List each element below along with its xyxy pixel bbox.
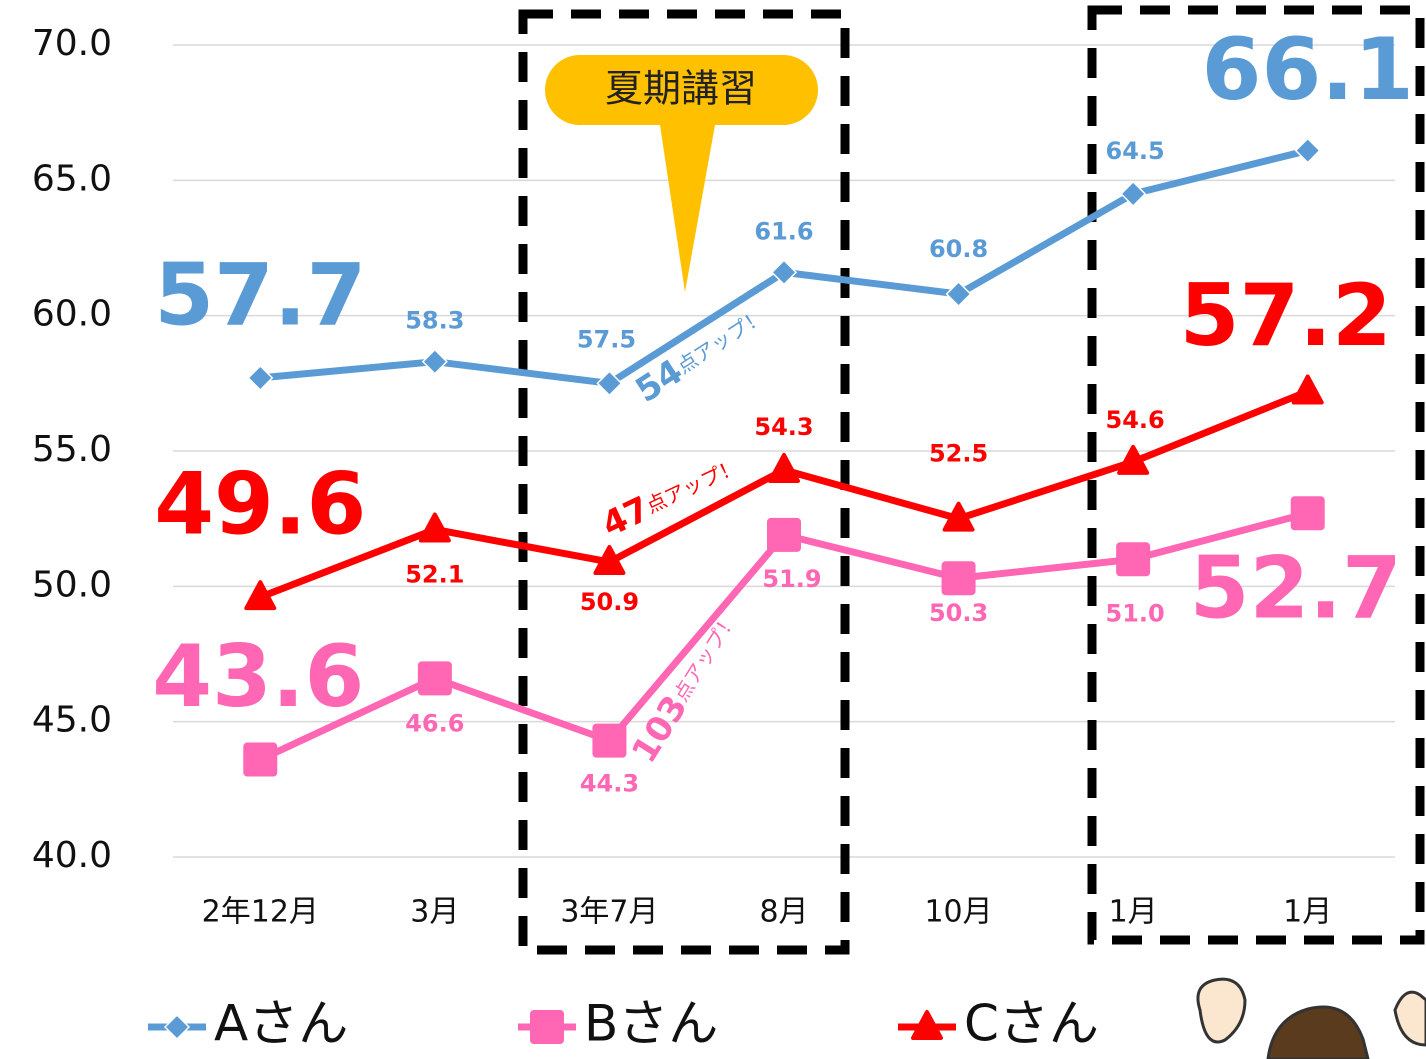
characters xyxy=(1198,979,1426,1059)
y-tick-label: 70.0 xyxy=(32,23,112,64)
annotation-text: 点アップ！ xyxy=(642,454,743,518)
callout-text: 夏期講習 xyxy=(605,67,757,111)
legend-marker xyxy=(165,1015,189,1039)
fist-icon xyxy=(1395,992,1426,1045)
point-marker xyxy=(418,661,452,695)
x-tick-label: 1月 xyxy=(1109,895,1158,930)
y-tick-label: 60.0 xyxy=(32,294,112,335)
hair-icon xyxy=(1268,1007,1368,1059)
y-tick-label: 40.0 xyxy=(32,835,112,876)
legend-label: Bさん xyxy=(584,995,718,1053)
data-label: 64.5 xyxy=(1106,137,1165,165)
data-label: 50.9 xyxy=(580,588,639,616)
point-marker xyxy=(1296,139,1320,163)
data-label: 52.1 xyxy=(405,560,464,588)
data-label: 52.5 xyxy=(929,440,988,468)
legend-label: Cさん xyxy=(964,995,1099,1053)
data-label: 49.6 xyxy=(154,455,366,555)
point-marker xyxy=(1116,542,1150,576)
data-label: 46.6 xyxy=(405,709,464,737)
y-tick-label: 45.0 xyxy=(32,700,112,741)
legend-label: Aさん xyxy=(214,995,348,1053)
y-tick-label: 50.0 xyxy=(32,564,112,605)
data-label: 57.2 xyxy=(1180,266,1392,366)
point-marker xyxy=(942,561,976,595)
point-marker xyxy=(1294,376,1322,402)
data-label: 52.7 xyxy=(1190,539,1402,639)
data-label: 61.6 xyxy=(754,217,813,245)
data-label: 51.9 xyxy=(762,565,821,593)
data-label: 54.6 xyxy=(1106,406,1165,434)
data-label: 57.5 xyxy=(577,325,636,353)
point-marker xyxy=(421,514,449,540)
data-label: 66.1 xyxy=(1202,20,1414,120)
x-tick-label: 3年7月 xyxy=(560,895,658,930)
legend-marker xyxy=(530,1010,564,1044)
point-marker xyxy=(248,366,272,390)
x-tick-label: 8月 xyxy=(759,895,808,930)
data-label: 50.3 xyxy=(929,599,988,627)
data-label: 44.3 xyxy=(580,770,639,798)
data-label: 54.3 xyxy=(754,413,813,441)
point-marker xyxy=(767,518,801,552)
data-label: 60.8 xyxy=(929,235,988,263)
y-tick-label: 65.0 xyxy=(32,158,112,199)
x-tick-label: 1月 xyxy=(1283,895,1332,930)
point-marker xyxy=(423,350,447,374)
point-marker xyxy=(770,455,798,481)
point-marker xyxy=(592,724,626,758)
data-label: 51.0 xyxy=(1106,599,1165,627)
point-marker xyxy=(243,743,277,777)
annotation: 103点アップ！ xyxy=(624,604,749,770)
data-label: 57.7 xyxy=(154,245,366,345)
fist-icon xyxy=(1198,979,1245,1042)
data-label: 43.6 xyxy=(152,627,364,727)
page: 40.0 45.0 50.0 55.0 60.0 65.0 70.0 2年12月 3月 3年7月 8… xyxy=(0,0,1426,1059)
data-label: 58.3 xyxy=(405,307,464,335)
x-tick-label: 2年12月 xyxy=(202,895,319,930)
chart: 40.0 45.0 50.0 55.0 60.0 65.0 70.0 2年12月 3月 3年7月 8… xyxy=(0,0,1426,1059)
point-marker xyxy=(1291,496,1325,530)
x-tick-label: 10月 xyxy=(924,895,992,930)
x-tick-label: 3月 xyxy=(410,895,459,930)
plot: 43.6 46.6 44.3 51.9 50.3 51.0 52.7 49.6 52.1 50.9… xyxy=(152,20,1414,798)
y-tick-label: 55.0 xyxy=(32,429,112,470)
